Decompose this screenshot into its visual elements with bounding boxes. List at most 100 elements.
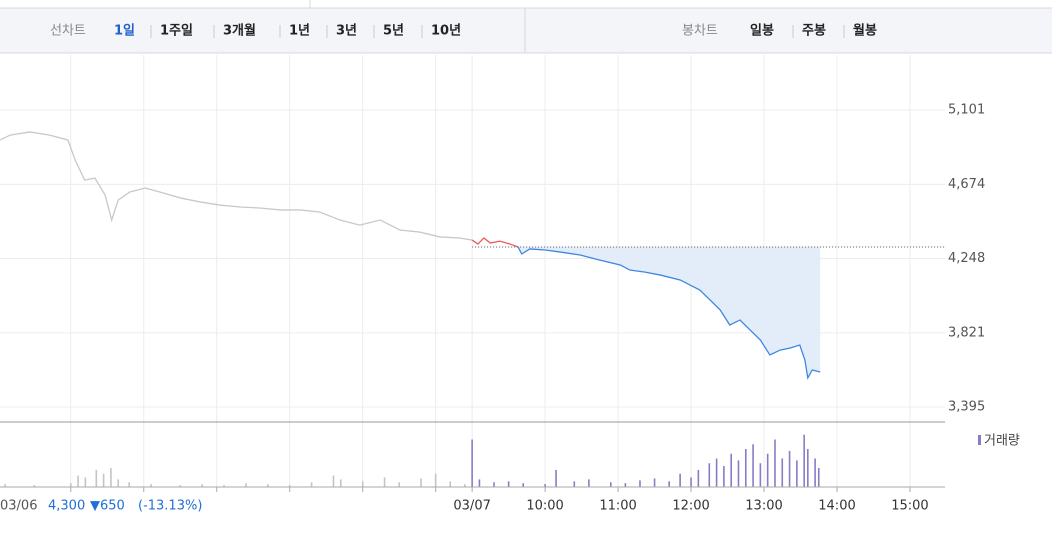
x-tick-label: 13:00	[745, 499, 782, 514]
volume-bar	[814, 458, 816, 487]
info-date: 03/06	[0, 499, 37, 514]
volume-bar	[668, 481, 670, 487]
volume-bar	[478, 479, 481, 487]
volume-bar	[544, 484, 546, 487]
price-line	[471, 237, 519, 248]
info-change: ▼650	[90, 499, 125, 514]
volume-bar	[715, 458, 718, 487]
volume-bar	[449, 481, 452, 487]
y-tick-label: 3,395	[948, 400, 985, 415]
volume-bar	[774, 439, 776, 487]
volume-bar	[398, 482, 400, 487]
volume-bar	[33, 485, 36, 487]
volume-bar	[150, 484, 152, 487]
volume-bar	[555, 469, 557, 487]
y-tick-label: 4,674	[948, 177, 985, 192]
volume-bar	[573, 481, 576, 487]
x-tick-label: 10:00	[526, 499, 563, 514]
volume-bar	[223, 485, 225, 487]
volume-bar	[420, 478, 422, 487]
volume-bar	[796, 460, 798, 487]
x-tick-label: 14:00	[818, 499, 855, 514]
volume-bar	[117, 479, 120, 487]
volume-bar	[697, 469, 700, 487]
volume-bar	[803, 434, 805, 487]
volume-bar	[179, 485, 182, 487]
volume-bar	[752, 444, 754, 487]
volume-bar	[128, 482, 130, 487]
volume-bar	[434, 473, 437, 487]
info-rate: (-13.13%)	[138, 499, 202, 514]
price-line	[517, 246, 821, 380]
tab[interactable]: 일봉	[750, 24, 774, 39]
volume-bar	[493, 482, 495, 487]
volume-bar	[653, 478, 656, 487]
tab[interactable]: 1일	[114, 24, 135, 39]
tab[interactable]: 월봉	[853, 23, 877, 39]
tab[interactable]: 3개월	[223, 23, 256, 39]
volume-bar	[766, 453, 769, 487]
tab[interactable]: 주봉	[802, 24, 826, 39]
volume-bar	[332, 475, 335, 487]
price-line	[0, 131, 473, 241]
tab-bar	[0, 7, 1052, 54]
x-tick-label: 15:00	[891, 499, 928, 514]
volume-bar	[817, 468, 820, 487]
legend-label: 거래량	[984, 434, 1020, 449]
volume-bar	[588, 479, 590, 487]
tab[interactable]: 3년	[336, 24, 357, 39]
volume-bar	[245, 483, 247, 487]
volume-bar	[507, 481, 510, 487]
volume-bar	[737, 460, 740, 487]
legend-swatch	[978, 435, 981, 445]
plot: 5,101 4,674 4,248 3,821 3,395 03/07 10:00 11:00…	[0, 55, 1020, 514]
volume-bar	[690, 477, 692, 487]
volume-bar	[723, 466, 725, 487]
y-tick-label: 3,821	[948, 325, 985, 340]
y-tick-label: 5,101	[948, 103, 985, 118]
volume-bar	[807, 449, 809, 487]
x-tick-label: 03/07	[453, 499, 490, 514]
volume-bar	[288, 485, 291, 487]
tab[interactable]: 5년	[383, 24, 404, 39]
volume-bar	[267, 484, 269, 487]
volume-bar	[464, 484, 466, 487]
volume-bar	[339, 479, 342, 487]
volume-bar	[84, 477, 87, 487]
volume-bar	[781, 458, 784, 487]
volume-bar	[95, 469, 98, 487]
volume-bar	[4, 484, 6, 487]
volume-bar	[788, 450, 791, 487]
y-tick-label: 4,248	[948, 251, 985, 266]
volume-bar	[639, 480, 641, 487]
tab-label: 봉차트	[682, 24, 718, 39]
volume-bar	[730, 453, 732, 487]
volume-bar	[471, 439, 473, 487]
volume-bar	[383, 477, 386, 487]
volume-bar	[110, 468, 112, 487]
volume-bar	[69, 483, 72, 487]
x-tick-label: 12:00	[672, 499, 709, 514]
volume-bar	[609, 482, 612, 487]
x-tick-label: 11:00	[599, 499, 636, 514]
volume-bar	[744, 449, 747, 487]
volume-bar	[361, 481, 364, 487]
area	[518, 247, 821, 378]
info-price: 4,300	[48, 499, 85, 514]
volume-bar	[708, 463, 711, 487]
volume-bar	[201, 484, 203, 487]
volume-bar	[522, 483, 525, 487]
volume-bar	[102, 473, 105, 487]
volume-bar	[77, 475, 79, 487]
tab[interactable]: 1년	[289, 24, 310, 39]
tab-label: 선차트	[50, 24, 86, 39]
tabs: 선차트 1일 1주일 3개월 1년 3년 5년 10년 봉차트 일봉 주봉 월봉	[50, 23, 877, 39]
tab[interactable]: 1주일	[160, 24, 193, 39]
tab[interactable]: 10년	[431, 24, 461, 39]
volume-bar	[310, 482, 313, 487]
volume-bar	[624, 483, 627, 487]
volume-bar	[679, 473, 681, 487]
volume-bar	[759, 463, 762, 487]
